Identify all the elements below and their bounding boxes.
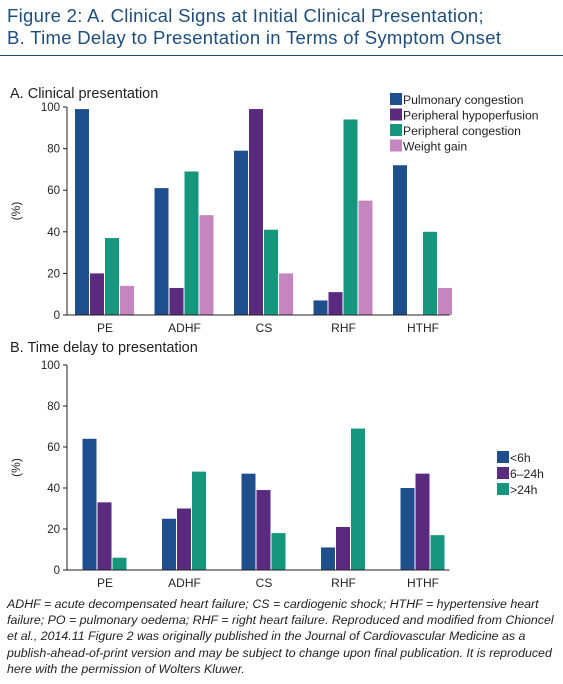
bar-CS-s3 <box>279 273 293 315</box>
legend-swatch <box>497 483 509 495</box>
y-axis-label: (%) <box>9 202 23 221</box>
x-tick-label: HTHF <box>407 321 439 335</box>
legend-swatch <box>390 108 402 121</box>
legend: <6h 6–24h >24h <box>497 451 544 497</box>
bar-RHF-s0 <box>313 300 328 315</box>
y-axis-label: (%) <box>9 458 23 477</box>
y-tick-label: 80 <box>47 144 60 156</box>
bar-PE-s0 <box>75 109 89 315</box>
bar-RHF-s3 <box>358 200 373 315</box>
x-tick-label: RHF <box>331 321 356 335</box>
legend-label: Pulmonary congestion <box>403 93 524 107</box>
x-tick-label: HTHF <box>407 576 439 590</box>
bar-CS-s0 <box>234 150 248 315</box>
y-tick-label: 100 <box>41 360 60 372</box>
y-tick-label: 20 <box>47 268 60 280</box>
bar-RHF-s2 <box>343 119 358 315</box>
bar-ADHF-s1 <box>177 508 191 570</box>
bar-PE-s2 <box>105 238 119 315</box>
x-tick-label: ADHF <box>168 321 201 335</box>
chart-a: A. Clinical presentation (%) 0 20 40 60 80 100 P… <box>9 86 539 335</box>
x-tick-label: PE <box>97 321 113 335</box>
bar-HTHF-s0 <box>400 488 415 570</box>
bar-RHF-s1 <box>336 526 350 570</box>
bar-CS-s2 <box>271 533 286 570</box>
bar-ADHF-s2 <box>192 471 206 570</box>
legend-label: Peripheral hypoperfusion <box>403 109 539 123</box>
bar-PE-s2 <box>112 557 127 570</box>
x-tick-label: CS <box>256 321 273 335</box>
x-tick-label: CS <box>256 576 273 590</box>
bar-ADHF-s0 <box>162 518 176 570</box>
legend-swatch <box>390 124 402 136</box>
bar-CS-s1 <box>249 109 263 315</box>
y-tick-label: 100 <box>41 102 60 114</box>
chart-title: B. Time delay to presentation <box>10 340 198 356</box>
bar-ADHF-s3 <box>199 215 214 315</box>
bar-HTHF-s1 <box>415 473 430 570</box>
bar-HTHF-s0 <box>393 165 407 315</box>
legend-swatch <box>390 93 402 105</box>
y-tick-label: 40 <box>47 227 60 239</box>
figure-title-line-2: B. Time Delay to Presentation in Terms o… <box>7 27 502 48</box>
bar-PE-s1 <box>90 273 104 315</box>
chart-title: A. Clinical presentation <box>10 86 158 102</box>
figure-title-line-1: Figure 2: A. Clinical Signs at Initial C… <box>7 5 484 26</box>
figure-caption: ADHF = acute decompensated heart failure… <box>7 597 554 676</box>
legend-swatch <box>390 139 402 152</box>
bar-CS-s2 <box>264 229 278 315</box>
bar-HTHF-s3 <box>438 287 452 315</box>
legend-label: 6–24h <box>510 467 544 481</box>
bar-PE-s3 <box>120 285 134 315</box>
figure-title: Figure 2: A. Clinical Signs at Initial C… <box>7 5 557 49</box>
legend-label: Weight gain <box>403 140 467 154</box>
bar-HTHF-s2 <box>430 535 445 570</box>
bar-CS-s1 <box>256 490 271 570</box>
bar-RHF-s0 <box>321 547 335 570</box>
x-tick-label: ADHF <box>168 576 201 590</box>
y-tick-label: 0 <box>54 310 60 322</box>
bar-PE-s0 <box>82 438 97 570</box>
chart-b: B. Time delay to presentation (%) 0 20 40 60 8… <box>9 340 544 590</box>
bar-RHF-s2 <box>351 428 365 570</box>
legend-label: >24h <box>510 483 537 497</box>
legend-swatch <box>497 467 509 479</box>
legend-swatch <box>497 451 509 463</box>
bar-RHF-s1 <box>328 292 343 315</box>
y-tick-label: 80 <box>47 401 60 413</box>
bar-ADHF-s1 <box>169 287 184 315</box>
x-tick-label: PE <box>97 576 113 590</box>
y-tick-label: 0 <box>54 565 60 577</box>
bar-PE-s1 <box>97 502 112 570</box>
legend: Pulmonary congestion Peripheral hypoperfu… <box>390 93 539 154</box>
x-tick-label: RHF <box>331 576 356 590</box>
bar-ADHF-s0 <box>154 188 169 315</box>
bar-CS-s0 <box>241 473 256 570</box>
y-tick-label: 20 <box>47 524 60 536</box>
bar-ADHF-s2 <box>184 171 199 315</box>
y-tick-label: 40 <box>47 483 60 495</box>
legend-label: <6h <box>510 451 531 465</box>
y-tick-label: 60 <box>47 442 60 454</box>
bar-HTHF-s2 <box>423 231 437 315</box>
legend-label: Peripheral congestion <box>403 124 521 138</box>
title-divider <box>0 55 563 56</box>
y-tick-label: 60 <box>47 185 60 197</box>
